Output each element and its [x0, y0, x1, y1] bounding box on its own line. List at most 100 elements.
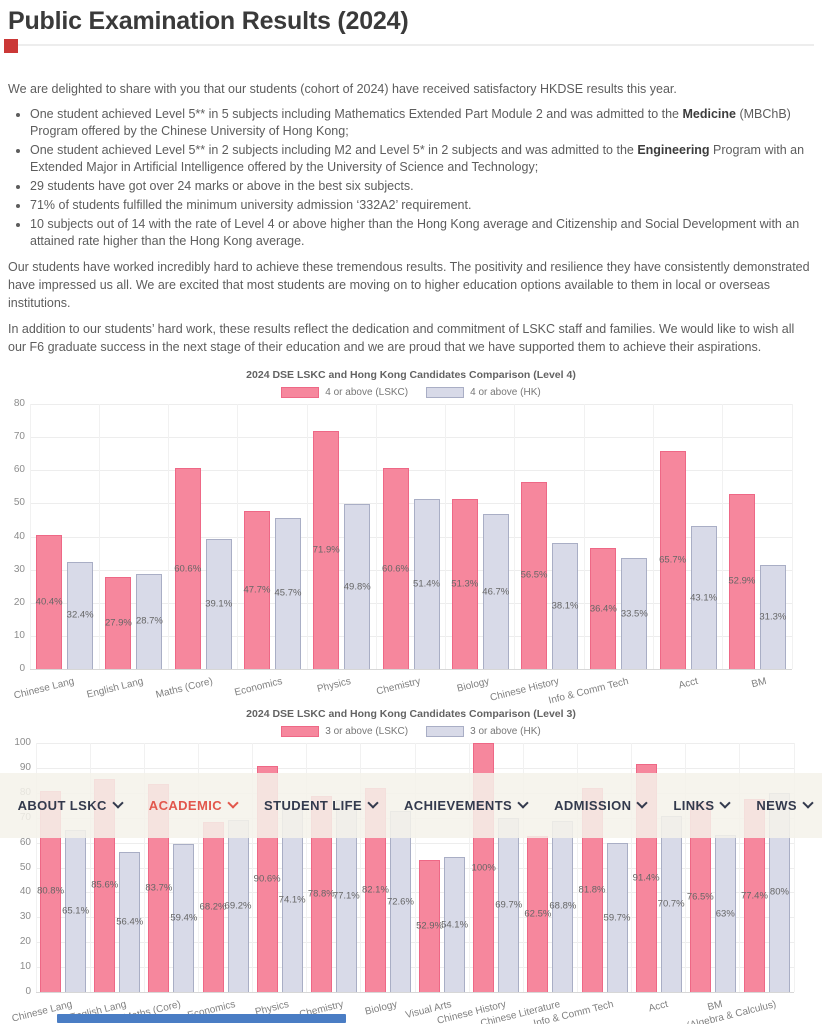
y-axis-tick-label: 30 [13, 563, 25, 575]
y-axis-tick-label: 20 [19, 936, 31, 948]
legend-item[interactable]: 3 or above (LSKC) [281, 726, 408, 737]
bar-value-label: 40.4% [35, 596, 63, 608]
nav-item-academic[interactable]: ACADEMIC [148, 797, 239, 813]
chevron-down-icon [802, 797, 814, 809]
legend-swatch [426, 387, 465, 398]
legend-label: 3 or above (HK) [470, 726, 541, 737]
gridline-vertical [35, 743, 37, 992]
y-axis-tick-label: 40 [13, 530, 25, 542]
nav-item-admission[interactable]: ADMISSION [554, 797, 649, 813]
chevron-down-icon [227, 797, 239, 809]
chevron-down-icon [517, 797, 529, 809]
y-axis-tick-label: 100 [14, 737, 31, 748]
nav-item-achievements[interactable]: ACHIEVEMENTS [404, 797, 529, 813]
page-title: Public Examination Results (2024) [8, 7, 409, 35]
nav-item-label: LINKS [673, 798, 715, 813]
bullet-text: 29 students have got over 24 marks or ab… [30, 179, 414, 193]
gridline-horizontal [30, 404, 792, 405]
gridline-vertical [98, 404, 100, 669]
legend-item[interactable]: 4 or above (HK) [426, 387, 541, 398]
gridline-vertical [468, 743, 470, 992]
bar-value-label: 38.1% [551, 600, 579, 612]
bar-value-label: 27.9% [104, 617, 132, 629]
gridline-vertical [306, 743, 308, 992]
nav-item-about-lskc[interactable]: ABOUT LSKC [18, 797, 124, 813]
bar-value-label: 85.6% [91, 879, 119, 891]
gridline-vertical [168, 404, 170, 669]
gridline-vertical [237, 404, 239, 669]
bar-hk [67, 561, 94, 669]
chart-level4-legend: 4 or above (LSKC) 4 or above (HK) [0, 386, 822, 399]
gridline-horizontal [30, 569, 792, 571]
nav-item-links[interactable]: LINKS [673, 797, 732, 813]
bar-value-label: 45.7% [274, 587, 302, 599]
bar-value-label: 83.7% [145, 882, 173, 894]
legend-swatch [426, 726, 465, 737]
bar-value-label: 77.1% [332, 890, 360, 902]
bar-hk [621, 558, 648, 669]
y-axis-tick-label: 60 [13, 464, 25, 476]
bullet-bold-text: Engineering [637, 143, 710, 157]
gridline-vertical [197, 743, 199, 992]
chart-level3-legend: 3 or above (LSKC) 3 or above (HK) [0, 725, 822, 738]
chart-level3: 2024 DSE LSKC and Hong Kong Candidates C… [0, 707, 822, 1024]
bar-lskc [243, 511, 270, 669]
bar-value-label: 78.8% [307, 888, 335, 900]
legend-swatch [281, 726, 320, 737]
legend-item[interactable]: 4 or above (LSKC) [281, 387, 408, 398]
gridline-horizontal [30, 470, 792, 472]
y-axis-tick-label: 60 [19, 836, 31, 848]
bullet-text: 71% of students fulfilled the minimum un… [30, 198, 472, 212]
bar-hk [344, 504, 371, 669]
bar-value-label: 77.4% [740, 890, 768, 902]
nav-item-label: ACHIEVEMENTS [404, 798, 513, 813]
highlights-bullet-list: One student achieved Level 5** in 5 subj… [14, 106, 814, 250]
bullet-text: Program with an Extended Major in Artifi… [30, 143, 805, 174]
bar-hk [413, 498, 440, 669]
gridline-vertical [791, 404, 793, 669]
legend-item[interactable]: 3 or above (HK) [426, 726, 541, 737]
gridline-vertical [514, 404, 516, 669]
bullet-bold-text: Medicine [682, 107, 736, 121]
chart-level3-title: 2024 DSE LSKC and Hong Kong Candidates C… [246, 708, 576, 720]
list-item: One student achieved Level 5** in 2 subj… [30, 142, 814, 176]
list-item: One student achieved Level 5** in 5 subj… [30, 106, 814, 140]
nav-item-label: ADMISSION [554, 798, 632, 813]
bar-lskc [36, 535, 63, 669]
bar-value-label: 46.7% [482, 586, 510, 598]
gridline-horizontal [30, 635, 792, 637]
bar-hk [119, 851, 141, 992]
bar-value-label: 68.2% [199, 901, 227, 913]
nav-item-student-life[interactable]: STUDENT LIFE [264, 797, 379, 813]
bullet-text: (MBChB) Program offered by the Chinese U… [30, 107, 791, 138]
bar-hk [173, 844, 195, 992]
horizontal-scrollbar-thumb[interactable] [57, 1014, 346, 1023]
y-axis-tick-label: 30 [19, 911, 31, 923]
gridline-horizontal [30, 669, 792, 670]
bar-value-label: 82.1% [361, 884, 389, 896]
bar-lskc [451, 499, 478, 669]
bar-lskc [313, 430, 340, 669]
nav-item-label: NEWS [756, 798, 797, 813]
gridline-vertical [739, 743, 741, 992]
nav-item-news[interactable]: NEWS [756, 797, 814, 813]
bar-hk [274, 517, 301, 669]
gridline-vertical [306, 404, 308, 669]
list-item: 10 subjects out of 14 with the rate of L… [30, 216, 814, 250]
legend-swatch [281, 387, 320, 398]
bullet-text: One student achieved Level 5** in 2 subj… [30, 143, 638, 157]
bar-value-label: 91.4% [632, 872, 660, 884]
bar-lskc [521, 481, 548, 669]
bar-value-label: 62.5% [524, 908, 552, 920]
bar-lskc [659, 451, 686, 669]
chart-level4-title: 2024 DSE LSKC and Hong Kong Candidates C… [246, 369, 576, 381]
red-marker [4, 39, 18, 53]
nav-item-label: STUDENT LIFE [264, 798, 363, 813]
gridline-horizontal [30, 437, 792, 439]
bar-hk [759, 565, 786, 669]
bar-value-label: 65.1% [62, 905, 90, 917]
nav-item-label: ACADEMIC [148, 798, 223, 813]
gridline-horizontal [30, 536, 792, 538]
bar-value-label: 65.7% [659, 554, 687, 566]
chart-level4-plot: 0 10 20 30 40 50 60 70 80 40.4% 32.4% Chinese Lang 2… [13, 398, 793, 707]
